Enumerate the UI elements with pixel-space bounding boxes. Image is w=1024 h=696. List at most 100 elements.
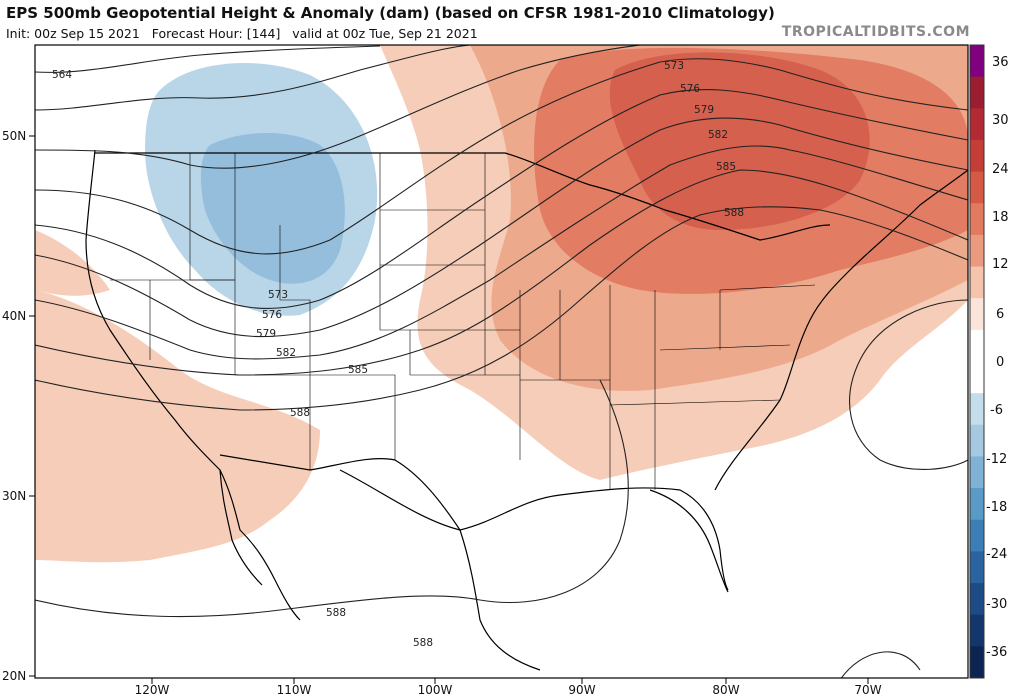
colorbar <box>969 44 985 679</box>
colorbar-segment <box>970 266 984 299</box>
colorbar-segment <box>970 329 984 362</box>
positive-anomaly-southwest <box>35 290 320 563</box>
colorbar-label: -24 <box>986 547 1007 562</box>
forecast-hour: Forecast Hour: [144] <box>151 26 281 41</box>
colorbar-label: 6 <box>996 307 1004 322</box>
height-contours <box>35 45 968 678</box>
contour-588-south <box>35 379 629 618</box>
contour-591-loop <box>849 299 968 470</box>
contour-label: 588 <box>724 207 744 219</box>
valid-time: valid at 00z Tue, Sep 21 2021 <box>292 26 478 41</box>
colorbar-segment <box>970 139 984 173</box>
state-line <box>609 399 781 406</box>
state-line <box>279 225 311 470</box>
contour-label: 582 <box>276 347 296 359</box>
lon-label: 70W <box>854 683 881 696</box>
colorbar-label: -6 <box>990 403 1003 418</box>
contour-567 <box>35 45 471 111</box>
contour-576 <box>35 89 968 309</box>
colorbar-label: -36 <box>986 645 1007 660</box>
lat-label: 40N <box>2 309 26 323</box>
colorbar-label: 18 <box>992 210 1009 225</box>
colorbar-labels: 36 30 24 18 12 6 0 -6 -12 -18 -24 -30 -3… <box>986 55 1009 660</box>
latitude-axis: 50N 40N 30N 20N <box>2 129 35 683</box>
colorbar-segment <box>970 551 984 584</box>
contour-label: 588 <box>326 607 346 619</box>
colorbar-label: 0 <box>996 355 1004 370</box>
chart-title: EPS 500mb Geopotential Height & Anomaly … <box>6 4 775 22</box>
colorbar-label: 36 <box>992 55 1009 70</box>
state-line <box>235 374 396 460</box>
colorbar-segment <box>970 393 984 426</box>
contour-label: 564 <box>52 69 72 81</box>
east-coastline <box>714 169 968 491</box>
gulf-coastline <box>339 469 729 591</box>
state-line <box>659 344 791 351</box>
contour-label: 585 <box>716 161 736 173</box>
colorbar-segment <box>970 108 984 141</box>
lat-label: 20N <box>2 669 26 683</box>
negative-anomaly-mid <box>200 132 345 284</box>
state-line <box>719 284 816 291</box>
init-time: Init: 00z Sep 15 2021 <box>6 26 140 41</box>
colorbar-segment <box>970 298 984 331</box>
state-lines <box>110 153 816 490</box>
colorbar-segment <box>970 614 984 647</box>
longitude-axis: 120W 110W 100W 90W 80W 70W <box>135 678 882 696</box>
positive-anomaly-max <box>609 52 870 230</box>
colorbar-label: -12 <box>986 452 1007 467</box>
colorbar-segment <box>970 234 984 268</box>
forecast-info: Init: 00z Sep 15 2021 Forecast Hour: [14… <box>6 26 478 41</box>
colorbar-label: -18 <box>986 500 1007 515</box>
colorbar-label: 24 <box>992 162 1009 177</box>
contour-label-group: 564 573 576 579 582 585 588 588 588 573 … <box>52 60 744 649</box>
us-canada-border <box>95 152 831 241</box>
contour-label: 588 <box>290 407 310 419</box>
contour-588-se <box>840 651 921 678</box>
contour-579 <box>35 117 968 338</box>
florida-peninsula <box>649 489 729 593</box>
lon-label: 120W <box>135 683 170 696</box>
colorbar-segment <box>970 424 984 457</box>
contour-585 <box>35 169 968 376</box>
contour-564 <box>35 45 381 73</box>
site-watermark: TROPICALTIDBITS.COM <box>781 24 970 40</box>
colorbar-segment <box>970 583 984 616</box>
lon-label: 100W <box>418 683 453 696</box>
lon-label: 80W <box>712 683 739 696</box>
lon-label: 90W <box>568 683 595 696</box>
colorbar-segment <box>970 76 984 109</box>
contour-588 <box>35 206 968 411</box>
contour-label: 579 <box>256 328 276 340</box>
colorbar-segment <box>970 171 984 204</box>
colorbar-segment <box>970 45 984 78</box>
contour-570 <box>35 45 641 169</box>
colorbar-segment <box>970 519 984 552</box>
colorbar-label: 30 <box>992 113 1009 128</box>
lat-label: 50N <box>2 129 26 143</box>
colorbar-segment <box>970 488 984 521</box>
contour-582 <box>35 145 968 360</box>
colorbar-segment <box>970 203 984 236</box>
positive-anomaly-northwest-strip <box>35 230 110 296</box>
map-frame <box>34 44 969 679</box>
contour-label: 588 <box>413 637 433 649</box>
colorbar-segment <box>970 646 984 679</box>
colorbar-border <box>969 44 985 679</box>
lat-label: 30N <box>2 489 26 503</box>
mexico-gulf-coast <box>459 529 541 671</box>
state-line <box>379 153 411 375</box>
colorbar-label: 12 <box>992 257 1009 272</box>
contour-label: 573 <box>268 289 288 301</box>
contour-label: 585 <box>348 364 368 376</box>
colorbar-label: -30 <box>986 597 1007 612</box>
colorbar-segment <box>970 456 984 489</box>
contour-label: 582 <box>708 129 728 141</box>
contour-label: 576 <box>680 83 700 95</box>
colorbar-segment <box>970 361 984 394</box>
contour-573-west <box>35 58 968 255</box>
contour-label: 576 <box>262 309 282 321</box>
lon-label: 110W <box>277 683 312 696</box>
contour-label: 573 <box>664 60 684 72</box>
